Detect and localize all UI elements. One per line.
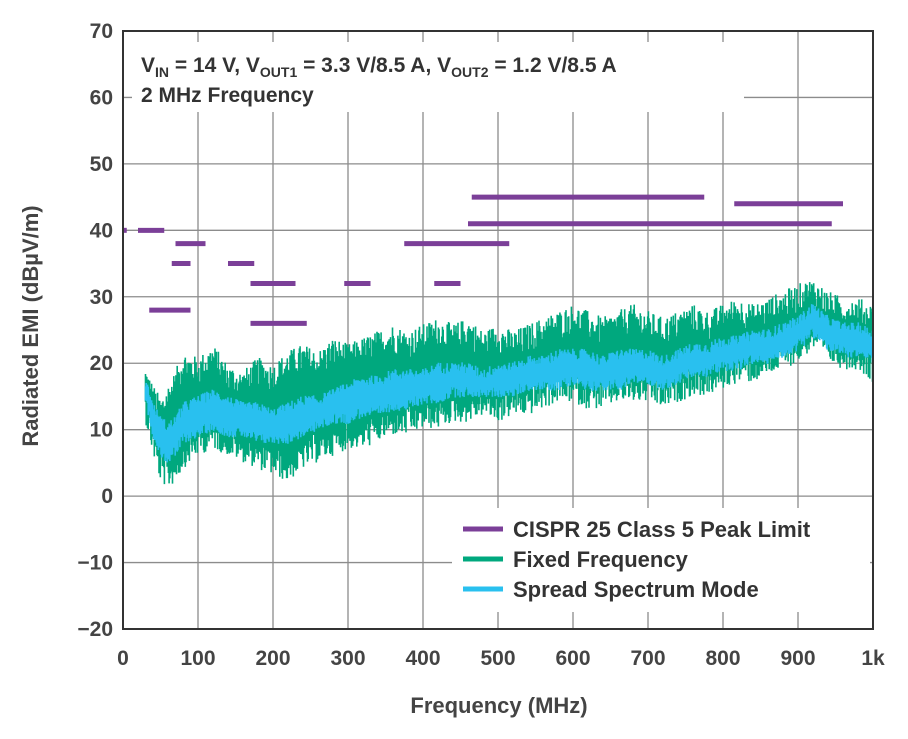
- y-axis-ticks: −20 −10 0 10 20 30 40 50 60 70: [77, 20, 113, 641]
- x-tick-label: 400: [405, 647, 440, 670]
- legend-label-fixed: Fixed Frequency: [513, 547, 689, 572]
- vout2-symbol: V: [437, 54, 451, 77]
- x-tick-label: 800: [705, 647, 740, 670]
- annotation-background: [132, 42, 744, 112]
- x-tick-label: 0: [117, 647, 129, 670]
- legend-label-spread: Spread Spectrum Mode: [513, 577, 759, 602]
- y-tick-label: 10: [90, 419, 113, 442]
- y-tick-label: 60: [90, 86, 113, 109]
- x-tick-label: 300: [330, 647, 365, 670]
- y-tick-label: 70: [90, 20, 113, 43]
- y-axis-label: Radiated EMI (dBµV/m): [18, 205, 43, 446]
- x-axis-ticks: 0 100 200 300 400 500 600 700 800 900 1k: [117, 647, 885, 670]
- x-tick-label: 100: [180, 647, 215, 670]
- vout2-subscript: OUT2: [451, 64, 489, 80]
- annotation-line-2: 2 MHz Frequency: [141, 84, 314, 107]
- legend-label-limit: CISPR 25 Class 5 Peak Limit: [513, 517, 811, 542]
- y-tick-label: 20: [90, 352, 113, 375]
- x-tick-label: 600: [555, 647, 590, 670]
- vin-value: = 14 V,: [169, 54, 246, 77]
- y-tick-label: 50: [90, 153, 113, 176]
- x-tick-label: 200: [255, 647, 290, 670]
- cispr-limit-series: [123, 194, 843, 326]
- plot-frame: [122, 30, 874, 630]
- x-tick-label: 900: [780, 647, 815, 670]
- x-axis-label: Frequency (MHz): [410, 693, 587, 718]
- x-tick-label: 700: [630, 647, 665, 670]
- vin-symbol: V: [141, 54, 155, 77]
- spread-spectrum-series: [144, 304, 874, 463]
- vin-subscript: IN: [155, 64, 169, 80]
- y-tick-label: −10: [77, 552, 113, 575]
- y-tick-label: 30: [90, 286, 113, 309]
- vout1-value: = 3.3 V/8.5 A,: [297, 54, 437, 77]
- x-tick-label: 1k: [861, 647, 885, 670]
- legend-background: [452, 508, 870, 612]
- y-tick-label: 40: [90, 219, 113, 242]
- legend: CISPR 25 Class 5 Peak Limit Fixed Freque…: [452, 508, 870, 612]
- y-tick-label: 0: [101, 485, 113, 508]
- annotation-line-1: VIN = 14 V, VOUT1 = 3.3 V/8.5 A, VOUT2 =…: [141, 54, 617, 80]
- vout1-subscript: OUT1: [260, 64, 298, 80]
- spread-spectrum-band: [144, 304, 874, 463]
- annotation: VIN = 14 V, VOUT1 = 3.3 V/8.5 A, VOUT2 =…: [132, 42, 744, 112]
- vout1-symbol: V: [246, 54, 260, 77]
- vout2-value: = 1.2 V/8.5 A: [489, 54, 617, 77]
- x-tick-label: 500: [480, 647, 515, 670]
- y-tick-label: −20: [77, 618, 113, 641]
